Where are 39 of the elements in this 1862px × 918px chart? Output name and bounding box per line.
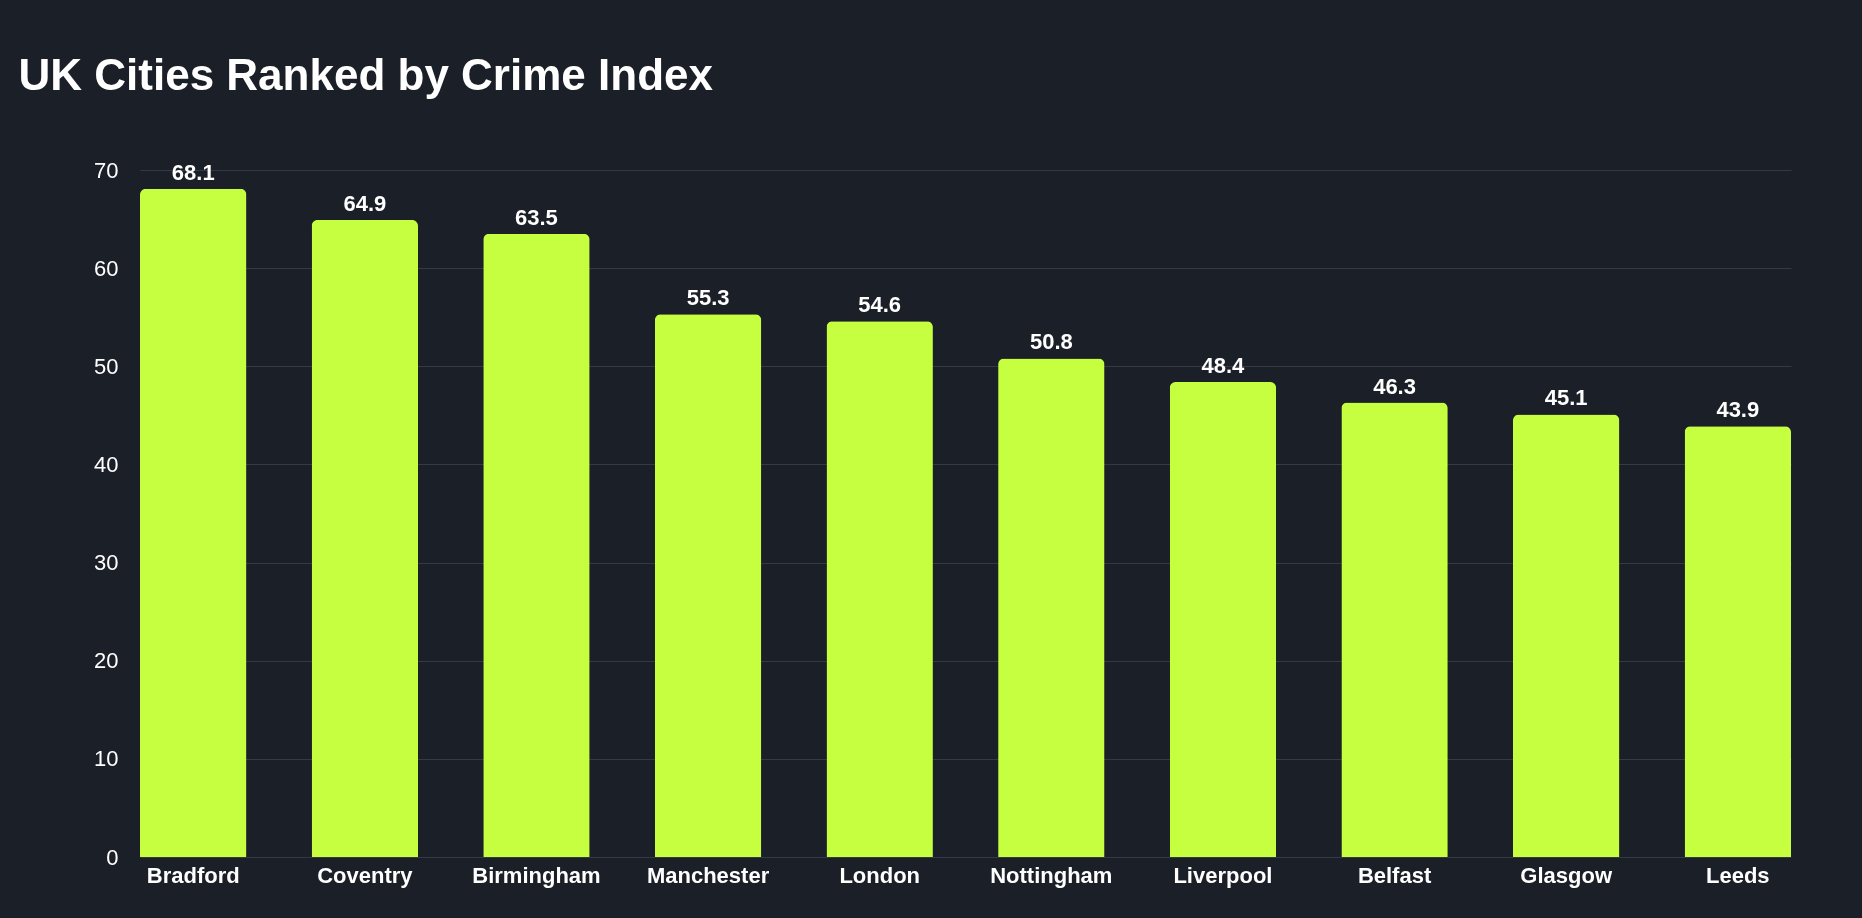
chart-title: UK Cities Ranked by Crime Index (18, 50, 714, 99)
bar (1169, 381, 1277, 857)
y-tick-label: 10 (94, 746, 119, 772)
bar (311, 220, 419, 857)
x-tick-label: Manchester (646, 862, 770, 888)
y-tick-label: 70 (94, 157, 119, 183)
data-label: 68.1 (171, 159, 215, 185)
x-tick-label: Liverpool (1173, 862, 1273, 888)
y-tick-label: 40 (94, 451, 119, 477)
data-label: 63.5 (515, 204, 558, 230)
data-label: 64.9 (343, 191, 387, 217)
bar (1341, 402, 1448, 857)
y-tick-label: 60 (94, 255, 119, 281)
x-tick-label: Bradford (146, 862, 240, 888)
data-label: 45.1 (1544, 385, 1588, 411)
bar (654, 314, 762, 857)
data-label: 43.9 (1716, 397, 1760, 423)
bar (826, 321, 933, 857)
x-tick-label: Coventry (317, 862, 414, 888)
x-tick-label: London (839, 862, 921, 888)
bar (483, 233, 590, 857)
data-label: 48.4 (1201, 352, 1246, 378)
y-tick-label: 0 (106, 844, 119, 870)
bar (998, 358, 1105, 857)
data-label: 54.6 (858, 292, 902, 318)
y-tick-label: 20 (94, 648, 119, 674)
x-tick-label: Glasgow (1520, 862, 1613, 888)
y-tick-label: 50 (94, 353, 119, 379)
bar (1512, 414, 1620, 857)
data-label: 46.3 (1373, 373, 1416, 399)
x-tick-label: Belfast (1357, 862, 1432, 888)
bar (140, 188, 247, 857)
data-label: 50.8 (1029, 329, 1073, 355)
x-tick-label: Birmingham (472, 862, 601, 888)
y-tick-label: 30 (94, 550, 119, 576)
data-label: 55.3 (686, 285, 730, 311)
bar (1684, 426, 1791, 857)
x-tick-label: Leeds (1706, 862, 1770, 888)
x-tick-label: Nottingham (990, 862, 1113, 888)
